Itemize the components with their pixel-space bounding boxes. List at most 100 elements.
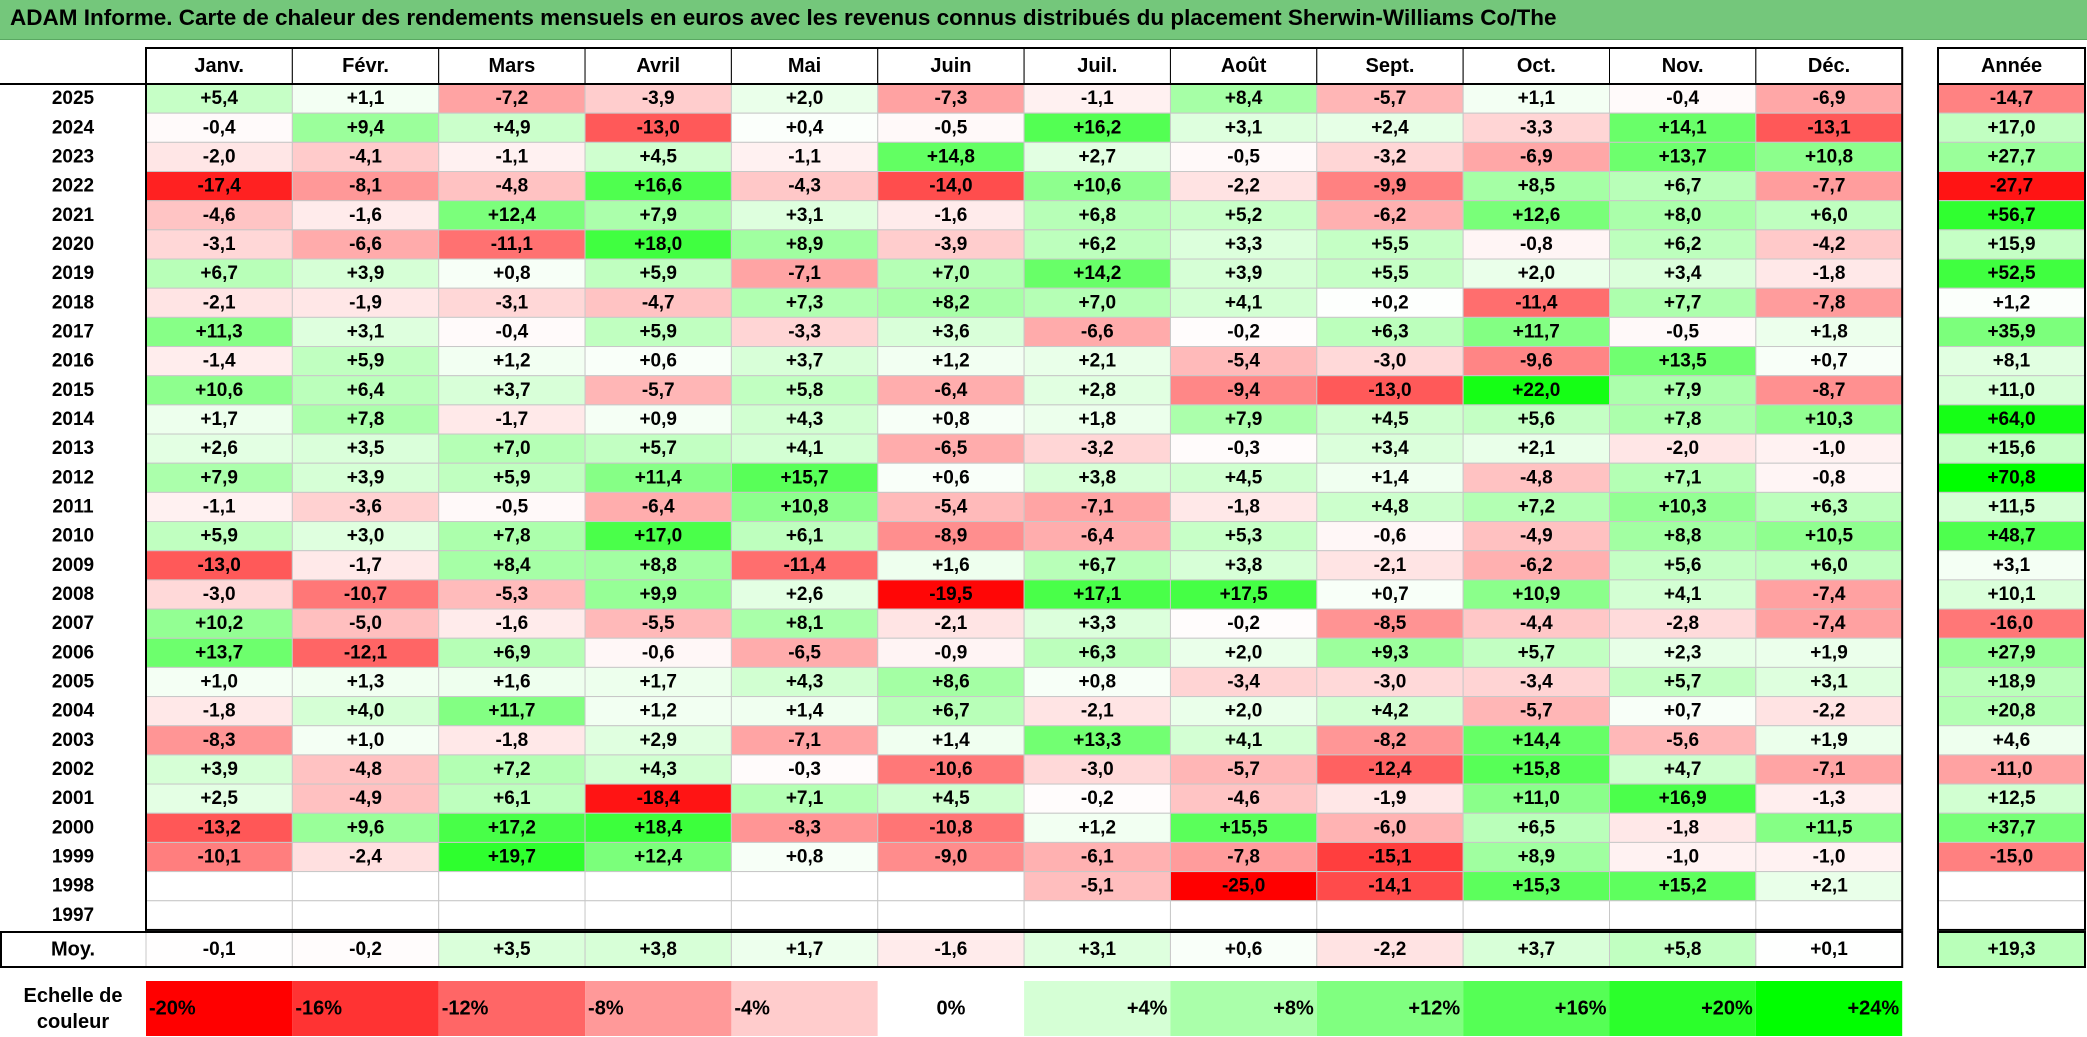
cell-value: +2,1 (1810, 876, 1848, 897)
heatmap-cell (1609, 346, 1757, 377)
heatmap-cell (1609, 725, 1757, 756)
cell-value: +5,9 (200, 526, 238, 547)
heatmap-cell (1316, 812, 1464, 843)
annual-value: +64,0 (1987, 409, 2035, 430)
year-cell (0, 84, 146, 114)
heatmap-cell (1169, 725, 1318, 756)
heatmap-cell (1023, 491, 1171, 523)
cell-value: +11,0 (1513, 788, 1560, 809)
cell-value: -8,7 (1813, 380, 1846, 401)
cell-value: +9,9 (639, 584, 677, 605)
heatmap-cell (1023, 550, 1171, 581)
cell-value: +1,4 (786, 701, 824, 722)
cell-value: +4,2 (1371, 701, 1409, 722)
cell-value: -0,4 (496, 321, 529, 342)
annual-value: +56,7 (1987, 205, 2035, 226)
heatmap-cell (730, 258, 879, 289)
cell-value: -2,0 (203, 146, 236, 167)
year-label: 2000 (52, 817, 94, 838)
cell-value: -0,2 (1081, 788, 1114, 809)
cell-value: -1,3 (1813, 788, 1846, 809)
heatmap-cell (584, 579, 732, 610)
heatmap-cell (291, 754, 440, 785)
heatmap-cell (1755, 112, 1903, 143)
cell-value: +12,4 (488, 205, 537, 226)
cell-value: -6,4 (642, 496, 675, 517)
year-cell (0, 434, 146, 464)
heatmap-cell (877, 433, 1025, 464)
heatmap-cell (730, 871, 879, 902)
cell-value: -4,8 (496, 176, 529, 197)
heatmap-cell (730, 200, 879, 231)
heatmap-cell (1169, 316, 1318, 348)
cell-value: +12,4 (634, 847, 683, 868)
legend-stop-label: +4% (1127, 998, 1168, 1020)
heatmap-cell (1462, 491, 1611, 523)
heatmap-cell (1755, 141, 1903, 173)
year-label: 2016 (52, 351, 94, 372)
cell-value: +7,7 (1664, 292, 1702, 313)
heatmap-cell (1755, 83, 1903, 114)
heatmap-cell (438, 433, 586, 464)
cell-value: +6,4 (347, 380, 385, 401)
cell-value: -5,4 (935, 496, 968, 517)
cell-value: +3,9 (1225, 263, 1263, 284)
heatmap-cell (1316, 783, 1464, 814)
cell-value: -0,3 (1227, 438, 1260, 459)
heatmap-cell (877, 550, 1025, 581)
cell-value: -6,4 (935, 380, 968, 401)
year-cell (0, 492, 146, 522)
cell-value: -8,2 (1374, 730, 1407, 751)
cell-value: +6,7 (932, 701, 970, 722)
cell-value: -3,3 (788, 321, 821, 342)
heatmap-cell (730, 841, 879, 873)
average-value: -1,6 (935, 939, 968, 960)
year-cell (0, 288, 146, 318)
cell-value: +0,2 (1371, 292, 1409, 313)
cell-value: -0,8 (1520, 234, 1553, 255)
legend-stop-label: -20% (149, 998, 196, 1020)
heatmap-cell (877, 696, 1025, 727)
cell-value: -4,6 (1227, 788, 1260, 809)
heatmap-cell (145, 521, 293, 552)
heatmap-cell (1023, 696, 1171, 727)
cell-value: +2,9 (639, 730, 677, 751)
cell-value: +2,1 (1079, 351, 1117, 372)
heatmap-cell (291, 229, 440, 260)
average-annual-cell (1937, 931, 2086, 968)
heatmap-cell (1169, 141, 1318, 173)
cell-value: +0,6 (932, 467, 970, 488)
average-value: +1,7 (786, 939, 824, 960)
cell-value: +3,3 (1225, 234, 1263, 255)
cell-value: -5,6 (1666, 730, 1699, 751)
cell-value: -11,4 (1515, 292, 1558, 313)
cell-value: +15,2 (1659, 876, 1707, 897)
cell-value: -10,6 (929, 759, 972, 780)
year-label: 2008 (52, 584, 94, 605)
cell-value: -3,6 (349, 496, 382, 517)
legend-swatch (1755, 981, 1903, 1036)
annual-cell (1937, 258, 2086, 289)
cell-value: +1,4 (932, 730, 970, 751)
cell-value: +0,7 (1810, 351, 1848, 372)
average-value: +5,8 (1664, 939, 1702, 960)
heatmap-cell (1609, 141, 1757, 173)
heatmap-cell (1169, 579, 1318, 610)
heatmap-cell (1462, 841, 1611, 873)
cell-value: +1,8 (1810, 321, 1848, 342)
average-cell (877, 931, 1025, 968)
cell-value: -1,1 (788, 146, 821, 167)
year-label: 2006 (52, 642, 94, 663)
heatmap-cell (145, 375, 293, 406)
annual-cell (1937, 608, 2086, 639)
cell-value: +2,5 (200, 788, 238, 809)
heatmap-cell (438, 521, 586, 552)
cell-value: -2,1 (935, 613, 968, 634)
legend-stop-label: -16% (295, 998, 342, 1020)
heatmap-cell (1316, 433, 1464, 464)
heatmap-cell (584, 754, 732, 785)
heatmap-cell (1169, 433, 1318, 464)
cell-value: +0,8 (786, 847, 824, 868)
cell-value: -7,1 (788, 730, 821, 751)
cell-value: +0,8 (1079, 671, 1117, 692)
